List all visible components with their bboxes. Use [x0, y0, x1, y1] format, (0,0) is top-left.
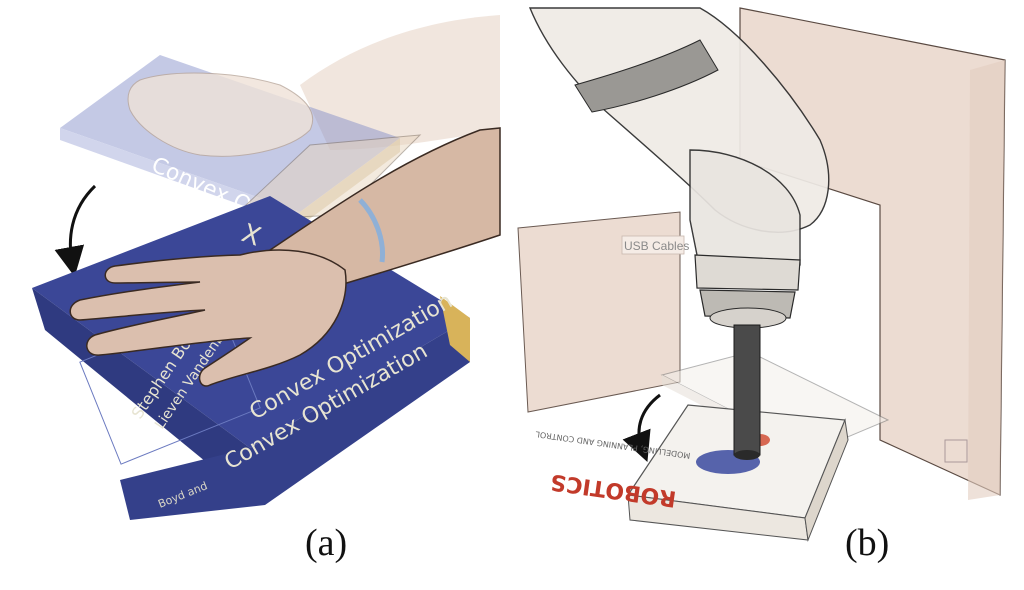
- usb-label-box: [621, 235, 685, 255]
- hand-palm: [69, 249, 347, 387]
- back-panel-square: [944, 439, 968, 463]
- forearm: [268, 127, 501, 286]
- ghost-hand: [127, 72, 314, 157]
- book-spine-front: [120, 318, 470, 520]
- panel-b: USB Cables ROBOTICS MODELLING, PLANNING …: [517, 7, 1006, 564]
- ghost-arm: [300, 15, 500, 150]
- hand-a: [69, 127, 501, 387]
- robot-band: [574, 39, 719, 113]
- panel-a: Convex Optimization X Stephen Boyd Lieve…: [32, 15, 501, 564]
- rotation-arrow-a: [54, 184, 97, 277]
- robot-joint: [694, 254, 801, 291]
- caption-b: (b): [845, 522, 889, 564]
- robot-tool-rod: [733, 324, 761, 456]
- book-spine: [32, 288, 250, 498]
- main-book-b: ROBOTICS MODELLING, PLANNING AND CONTROL: [534, 404, 849, 542]
- caption-a: (a): [305, 522, 347, 564]
- robot-tool-tip: [734, 450, 760, 460]
- wrist-band: [358, 198, 386, 263]
- back-panel-front-edge: [968, 60, 1005, 500]
- robot-arm: [528, 7, 830, 460]
- usb-label: USB Cables: [624, 239, 689, 253]
- rotation-arrow-b: [622, 393, 661, 462]
- robotics-edge: [804, 418, 849, 542]
- book-page-edge: [440, 296, 470, 362]
